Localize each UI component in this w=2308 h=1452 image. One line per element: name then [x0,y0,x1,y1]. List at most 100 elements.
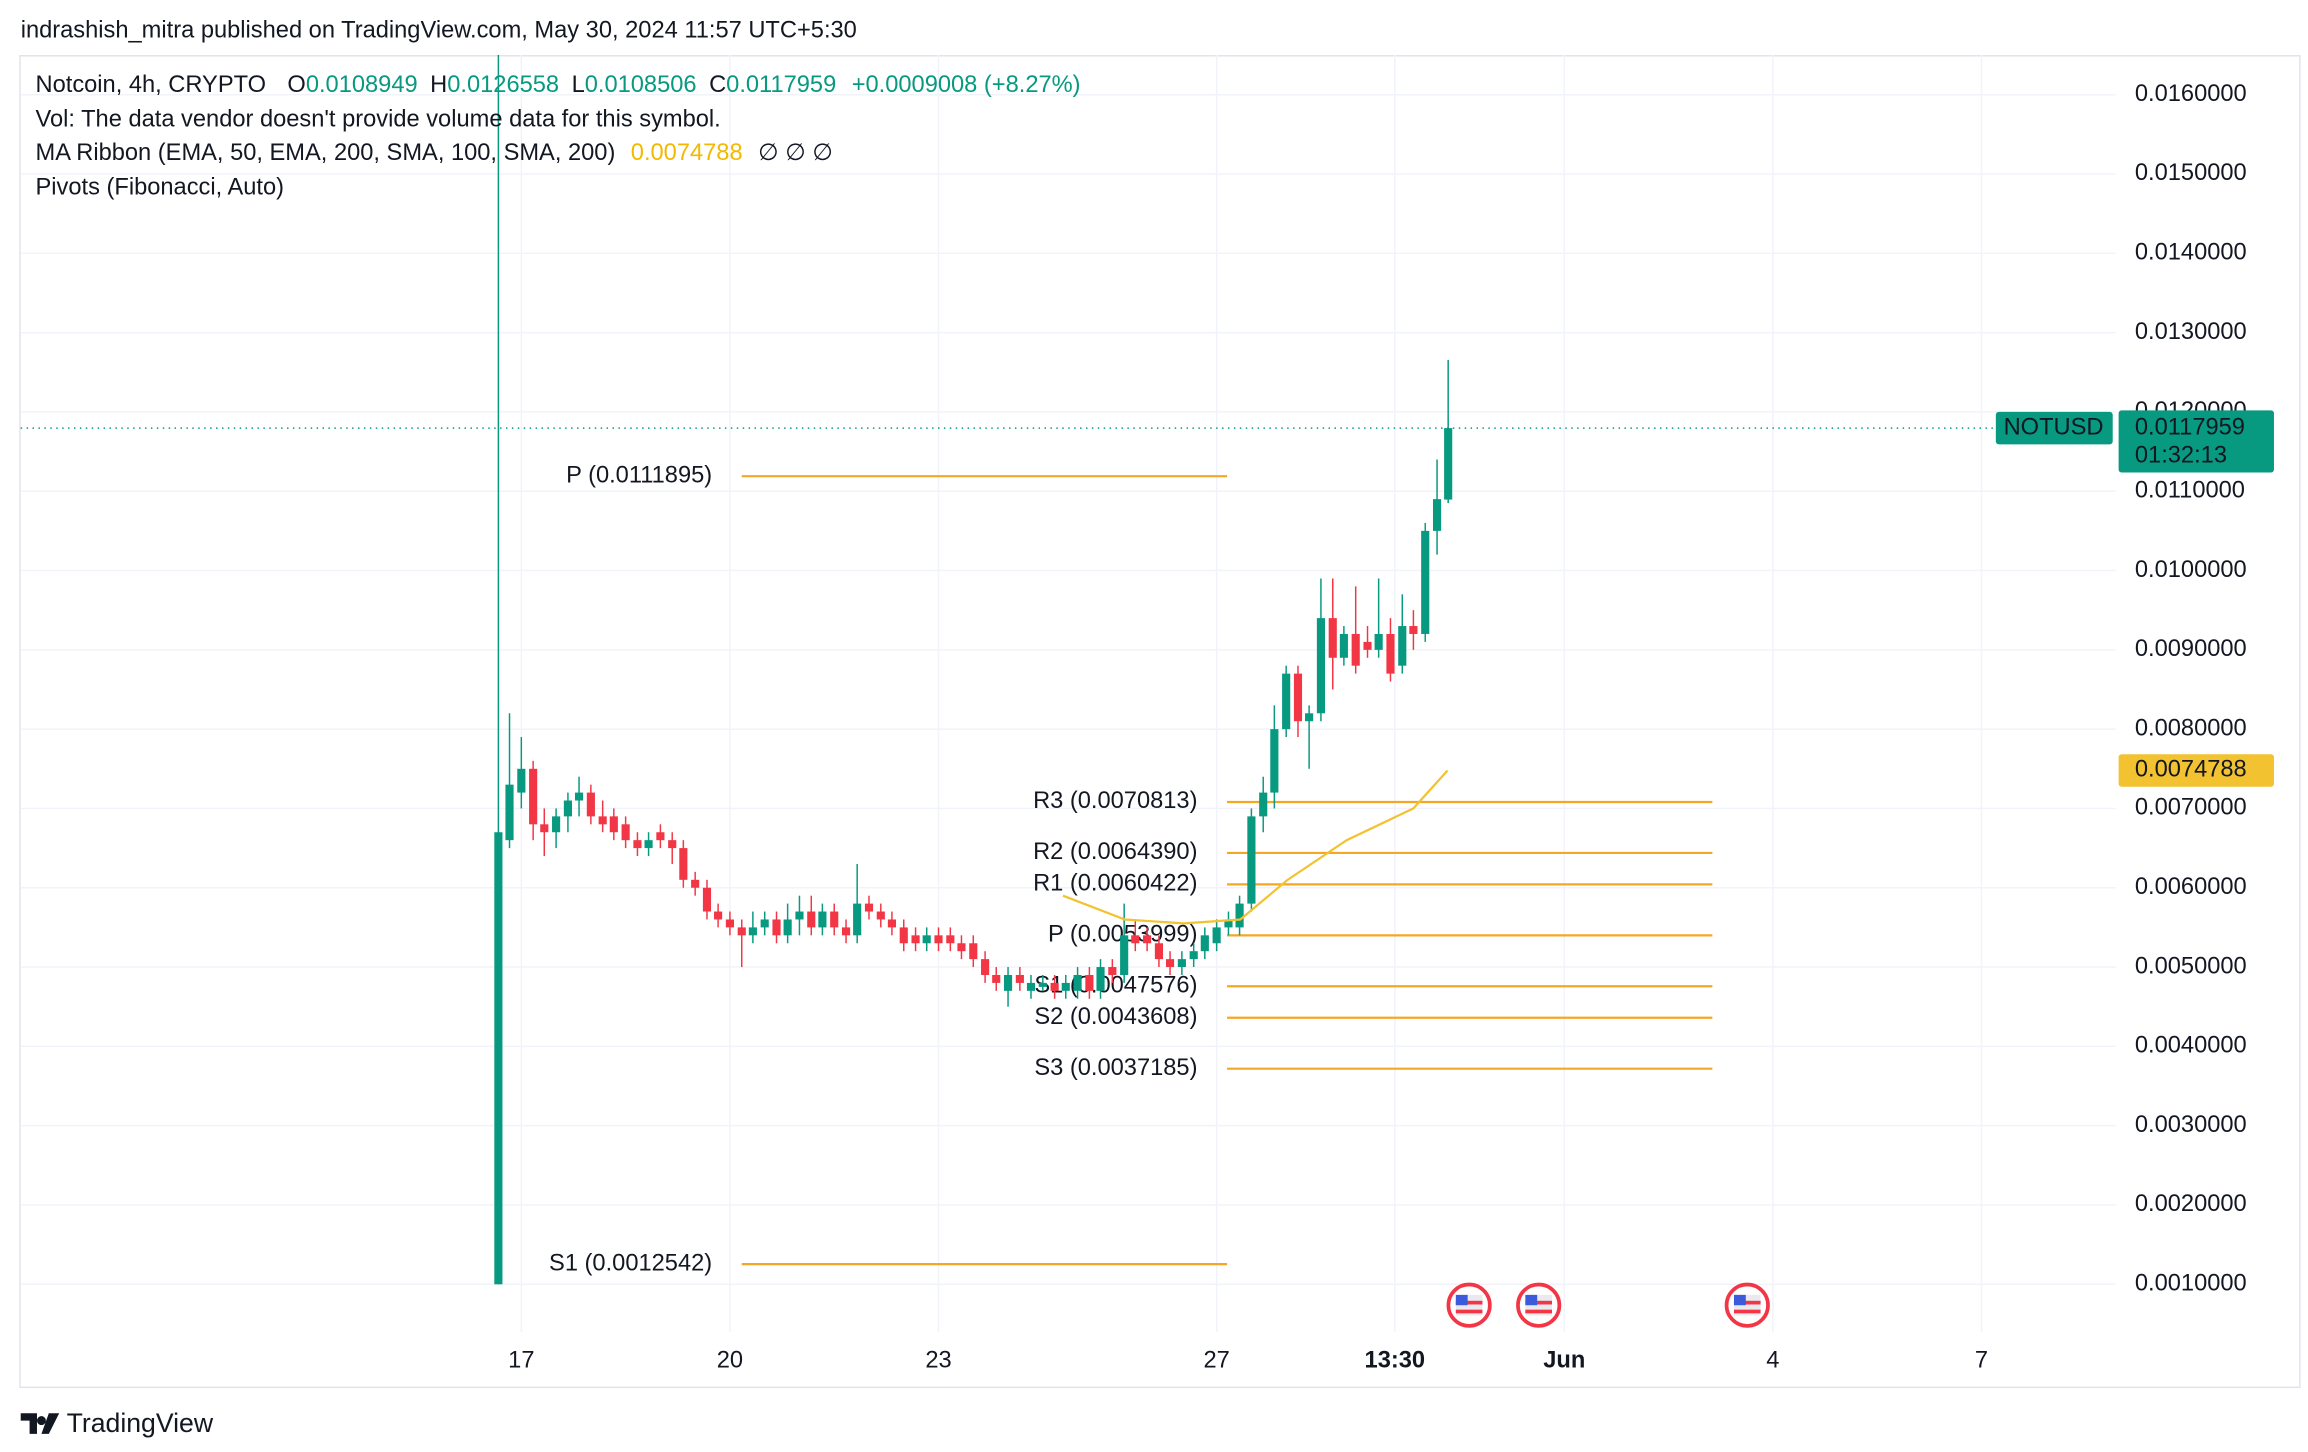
x-tick-label: 17 [508,1348,534,1374]
candle-body [946,935,955,944]
y-tick-label: 0.0130000 [2135,319,2247,345]
pivot-label: R1 (0.0060422) [1033,871,1197,897]
symbol-tag-text: NOTUSD [2004,414,2104,440]
candle-body [1177,959,1186,968]
candle-body [1120,935,1129,975]
symbol-tag [1995,411,2113,445]
ma-title: MA Ribbon (EMA, 50, EMA, 200, SMA, 100, … [36,140,616,166]
candle-body [494,832,503,1285]
y-tick-label: 0.0080000 [2135,715,2247,741]
candle-body [748,927,757,936]
candle-body [540,824,549,833]
candle-body [737,927,746,936]
candle-body [1061,982,1070,991]
candle-body [714,911,723,920]
candle-body [691,879,700,888]
candle-body [1026,982,1036,991]
candle-body [529,768,538,825]
close-value: 0.0117959 [726,72,836,98]
candle-body [644,840,653,849]
price-tag [2118,410,2274,473]
ma-empty: ∅ ∅ ∅ [758,140,833,166]
event-flag[interactable] [1724,1282,1770,1328]
plot: P (0.0111895) S1 (0.0012542) R3 (0.0070813… [20,55,2116,1285]
candle-body [633,840,642,849]
candle-body [887,919,896,928]
y-tick-label: 0.0160000 [2135,81,2247,107]
ma-value: 0.0074788 [631,140,743,166]
x-tick-label: Jun [1543,1348,1585,1374]
price-tag-text: 0.0117959 [2135,414,2245,440]
y-tick-label: 0.0030000 [2135,1112,2247,1138]
candle-body [1165,959,1175,968]
candle-body [552,816,561,833]
candle-body [830,911,839,928]
pivot-label: R3 (0.0070813) [1033,788,1197,814]
pivot-label: S1 (0.0047576) [1034,973,1197,999]
candle-body [656,832,665,841]
event-icons[interactable] [1446,1282,1770,1328]
ma-line [1062,769,1449,925]
high-value: 0.0126558 [447,72,559,98]
candle-body [1154,943,1163,960]
candle-body [1038,982,1047,987]
candle-body [586,792,595,817]
candle-body [725,919,734,928]
x-tick-label: 13:30 [1365,1348,1426,1374]
candle-body [1108,967,1117,975]
candle-body [1444,428,1453,500]
chart-frame [19,55,2301,1389]
symbol: Notcoin, 4h, CRYPTO [36,72,267,98]
candle-body [783,919,792,936]
y-tick-label: 0.0060000 [2135,874,2247,900]
candle-body [1386,633,1395,674]
candle-body [574,792,584,801]
event-flag[interactable] [1446,1282,1492,1328]
pivot-label: R2 (0.0064390) [1033,839,1197,865]
x-tick-label: 7 [1975,1348,1988,1374]
grid [20,55,2116,1332]
published-note: indrashish_mitra published on TradingVie… [21,18,857,44]
volume-note: Vol: The data vendor doesn't provide vol… [36,106,721,132]
candle-body [1131,935,1140,944]
candle-body [1224,919,1233,928]
countdown-text: 01:32:13 [2135,442,2227,468]
candle-body [981,959,990,975]
low-value: 0.0108506 [585,72,697,98]
candle-body [1050,982,1059,991]
high-letter: H [430,72,447,98]
x-tick-label: 23 [925,1348,951,1374]
x-tick-label: 27 [1203,1348,1229,1374]
pivot-label: S1 (0.0012542) [549,1250,712,1276]
event-flag[interactable] [1516,1282,1562,1328]
y-tick-label: 0.0040000 [2135,1033,2247,1059]
candle-body [1293,673,1303,722]
candle-body [853,903,862,936]
y-tick-label: 0.0090000 [2135,636,2247,662]
candle-body [1398,626,1407,666]
pivots-legend: Pivots (Fibonacci, Auto) [36,174,285,200]
pivot-label: P (0.0111895) [566,462,712,488]
candle-body [1200,935,1209,952]
candle-body [807,911,816,928]
candle-body [1351,633,1360,666]
y-tick-label: 0.0110000 [2135,477,2245,503]
ma-tag [2118,754,2274,787]
y-tick-label: 0.0100000 [2135,557,2247,583]
x-tick-label: 4 [1766,1348,1779,1374]
candle-body [818,911,827,928]
candle-body [922,935,931,944]
candle-body [864,903,874,912]
candle-body [992,974,1001,983]
candle-body [1212,927,1221,944]
candle-body [1374,633,1383,650]
x-tick-label: 20 [717,1348,743,1374]
candle-body [1305,713,1314,722]
legend-ohlc: Notcoin, 4h, CRYPTO O0.0108949 H0.012655… [36,72,1081,98]
candle-body [1189,951,1198,960]
candle-body [969,943,978,960]
candle-body [1235,903,1244,928]
low-letter: L [572,72,585,98]
candle-body [1328,618,1337,658]
